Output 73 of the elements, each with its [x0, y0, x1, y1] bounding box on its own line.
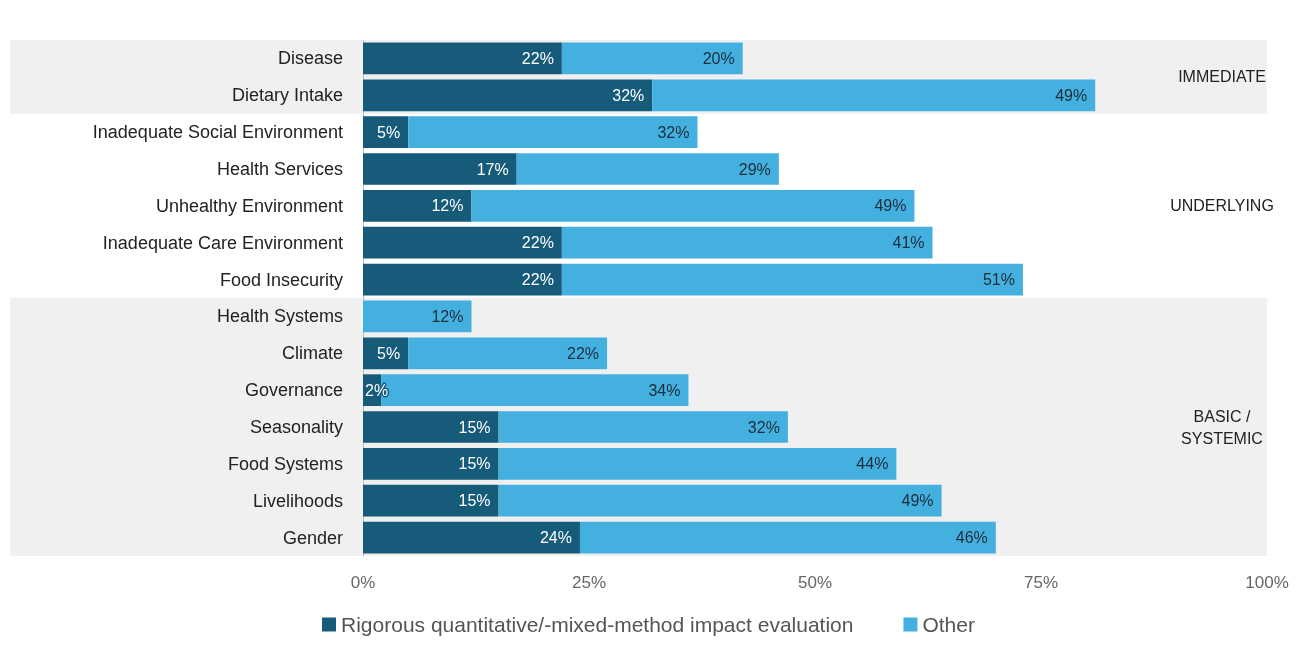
- data-label: 46%: [955, 529, 988, 547]
- y-tick-label: Inadequate Care Environment: [102, 232, 343, 253]
- data-label: 32%: [747, 418, 780, 436]
- y-tick-label: Governance: [244, 380, 343, 401]
- data-label: 22%: [521, 234, 554, 252]
- bar: [561, 42, 743, 75]
- data-label: 49%: [1055, 86, 1088, 104]
- y-tick-label: Health Systems: [216, 306, 343, 327]
- y-tick-label: Gender: [282, 527, 343, 548]
- data-label: 20%: [702, 49, 735, 67]
- data-label: 22%: [567, 344, 600, 362]
- data-label: 12%: [431, 197, 464, 215]
- y-tick-label: Food Systems: [227, 453, 343, 474]
- bar: [363, 263, 562, 296]
- bar: [408, 116, 698, 148]
- data-label: 22%: [521, 49, 554, 67]
- data-label: 49%: [901, 492, 934, 510]
- data-label: 29%: [738, 160, 771, 178]
- bar: [652, 79, 1096, 112]
- data-label: 5%: [377, 344, 401, 362]
- data-label: 15%: [458, 455, 491, 473]
- data-label: 15%: [458, 418, 491, 436]
- x-tick-label: 0%: [350, 573, 376, 592]
- bar: [498, 411, 788, 443]
- bar: [579, 521, 996, 554]
- annotation: UNDERLYING: [1170, 197, 1274, 215]
- y-tick-label: Food Insecurity: [219, 269, 343, 290]
- x-tick-label: 75%: [1023, 573, 1059, 592]
- data-label: 24%: [539, 529, 572, 547]
- y-tick-label: Unhealthy Environment: [155, 195, 343, 216]
- data-label: 49%: [874, 197, 907, 215]
- y-tick-label: Dietary Intake: [231, 85, 343, 106]
- bar: [516, 153, 779, 185]
- bar: [363, 226, 562, 259]
- bar: [363, 42, 562, 75]
- band-label: BASIC / SYSTEMIC: [1181, 407, 1263, 447]
- bar: [561, 226, 933, 259]
- data-label: 34%: [648, 381, 681, 399]
- bar: [498, 484, 942, 517]
- bar: [363, 300, 472, 333]
- y-tick-label: Climate: [281, 343, 343, 364]
- bar: [561, 263, 1023, 296]
- data-label: 41%: [892, 234, 925, 252]
- y-tick-label: Livelihoods: [252, 490, 343, 511]
- bar: [471, 190, 915, 222]
- x-tick-label: 100%: [1245, 573, 1289, 592]
- data-label: 5%: [377, 123, 401, 141]
- bar: [363, 79, 653, 112]
- data-label: 22%: [521, 271, 554, 289]
- data-label: 32%: [612, 86, 645, 104]
- x-tick-label: 25%: [571, 573, 607, 592]
- bar: [363, 484, 499, 517]
- y-tick-label: Disease: [277, 48, 343, 69]
- y-tick-label: Inadequate Social Environment: [92, 122, 343, 143]
- data-label: 51%: [982, 271, 1015, 289]
- band-label: IMMEDIATE: [1178, 68, 1266, 86]
- legend-label: Rigorous quantitative/-mixed-method impact evaluation: [341, 613, 854, 636]
- x-tick-label: 50%: [797, 573, 833, 592]
- data-label: 17%: [476, 160, 509, 178]
- bar: [363, 153, 517, 185]
- legend-label: Other: [922, 613, 975, 636]
- data-label: 12%: [431, 307, 464, 325]
- bar: [363, 448, 499, 480]
- bar: [363, 411, 499, 443]
- y-tick-label: Seasonality: [249, 417, 343, 437]
- data-label: 15%: [458, 492, 491, 510]
- data-label: 2%: [365, 381, 389, 399]
- data-label: 32%: [657, 123, 690, 141]
- bar: [408, 337, 608, 370]
- y-tick-label: Health Services: [216, 159, 343, 179]
- bar: [363, 521, 580, 554]
- bar: [498, 448, 897, 480]
- data-label: 44%: [856, 455, 889, 473]
